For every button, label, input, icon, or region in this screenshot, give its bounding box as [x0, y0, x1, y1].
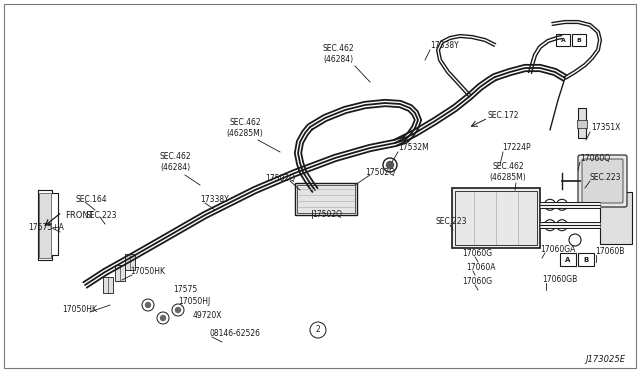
Circle shape: [145, 302, 150, 308]
Text: SEC.164: SEC.164: [75, 196, 107, 205]
Text: 17532M: 17532M: [398, 144, 429, 153]
Bar: [297, 185, 355, 213]
Bar: [577, 120, 587, 128]
Text: B: B: [577, 38, 581, 42]
Text: SEC.223: SEC.223: [435, 218, 467, 227]
Bar: [455, 191, 537, 245]
Text: SEC.172: SEC.172: [488, 110, 520, 119]
Bar: [115, 265, 125, 281]
Text: 17060Q: 17060Q: [580, 154, 610, 163]
Circle shape: [387, 161, 394, 169]
Text: 17060GA: 17060GA: [540, 246, 575, 254]
Text: 17502Q: 17502Q: [365, 167, 395, 176]
Text: SEC.223: SEC.223: [85, 211, 116, 219]
Bar: [560, 253, 576, 266]
Bar: [295, 183, 357, 215]
FancyBboxPatch shape: [578, 155, 627, 207]
Circle shape: [161, 315, 166, 321]
Bar: [103, 277, 113, 293]
FancyBboxPatch shape: [582, 159, 623, 203]
Text: 17502Q: 17502Q: [312, 211, 342, 219]
Text: B: B: [584, 257, 589, 263]
Text: 17050HJ: 17050HJ: [178, 298, 211, 307]
Text: 17060GB: 17060GB: [542, 276, 577, 285]
Text: 17060B: 17060B: [595, 247, 625, 257]
Bar: [578, 253, 594, 266]
Text: SEC.223: SEC.223: [590, 173, 621, 183]
Text: 17050HK: 17050HK: [62, 305, 97, 314]
Text: SEC.462
(46284): SEC.462 (46284): [322, 44, 354, 64]
Text: SEC.462
(46284): SEC.462 (46284): [159, 152, 191, 172]
Text: 17338Y: 17338Y: [430, 42, 459, 51]
Bar: [600, 192, 632, 244]
Bar: [125, 254, 135, 270]
Circle shape: [175, 308, 180, 312]
Text: A: A: [565, 257, 571, 263]
Text: 17351X: 17351X: [591, 124, 620, 132]
Text: 17575: 17575: [173, 285, 197, 295]
Text: 17050HK: 17050HK: [130, 267, 165, 276]
Text: A: A: [561, 38, 565, 42]
Bar: [556, 34, 570, 46]
Bar: [578, 108, 586, 138]
Text: 08146-62526: 08146-62526: [210, 330, 261, 339]
Text: 17338Y: 17338Y: [200, 196, 228, 205]
Text: 49720X: 49720X: [193, 311, 223, 321]
Text: 17060G: 17060G: [462, 278, 492, 286]
Text: 17060A: 17060A: [466, 263, 495, 273]
Text: SEC.462
(46285M): SEC.462 (46285M): [227, 118, 264, 138]
Text: 17224P: 17224P: [502, 144, 531, 153]
Bar: [39, 193, 51, 258]
Text: 2: 2: [316, 326, 321, 334]
Text: J173025E: J173025E: [585, 355, 625, 364]
Bar: [452, 188, 540, 248]
Text: SEC.462
(46285M): SEC.462 (46285M): [490, 162, 526, 182]
Bar: [572, 34, 586, 46]
Text: 17060G: 17060G: [462, 250, 492, 259]
Text: FRONT: FRONT: [65, 211, 93, 219]
Text: 17502Q: 17502Q: [265, 173, 295, 183]
Text: 17575+A: 17575+A: [28, 224, 64, 232]
